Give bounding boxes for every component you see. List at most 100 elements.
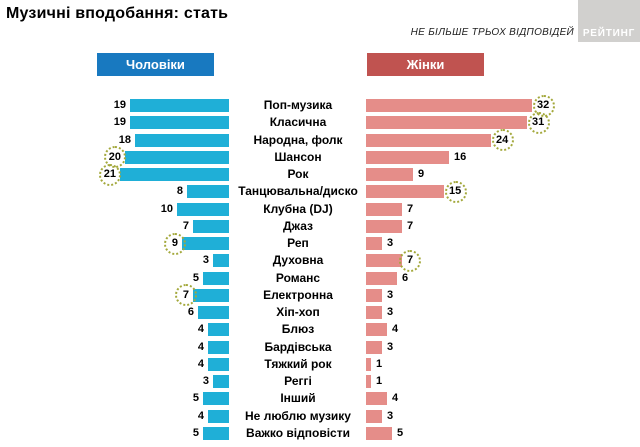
men-value-label: 3: [202, 375, 209, 387]
highlight-circle: [444, 180, 467, 203]
men-bar: [125, 150, 229, 164]
category-label: Реп: [287, 236, 309, 250]
category-label: Шансон: [274, 149, 322, 164]
women-value-label: 3: [387, 409, 394, 422]
women-bar: [366, 375, 371, 388]
category-label: Романс: [275, 270, 321, 285]
women-value-label: 16: [454, 150, 467, 163]
men-bar: [203, 392, 229, 406]
category-label: Класична: [269, 115, 327, 130]
category-label: Рок: [287, 167, 309, 181]
women-bar: [366, 237, 382, 250]
survey-note: НЕ БІЛЬШЕ ТРЬОХ ВІДПОВІДЕЙ: [410, 27, 574, 38]
men-value-label: 5: [192, 426, 199, 439]
women-bar: [366, 306, 382, 319]
women-bar: [366, 323, 387, 337]
category-label: Електронна: [263, 287, 333, 302]
category-label: Реггі: [284, 374, 312, 388]
women-bar: [366, 116, 527, 130]
women-column-header: Жінки: [367, 53, 484, 76]
men-bar: [120, 168, 229, 181]
women-bar: [366, 392, 387, 406]
women-bar: [366, 168, 413, 181]
men-value-label: 10: [160, 202, 173, 215]
men-value-label: 4: [197, 323, 204, 336]
category-label: Блюз: [281, 322, 315, 337]
men-bar: [203, 271, 229, 285]
women-bar: [366, 99, 532, 112]
category-label: Джаз: [283, 218, 313, 233]
men-value-label: 4: [197, 340, 204, 353]
men-bar: [208, 340, 229, 354]
category-label: Народна, фолк: [253, 132, 343, 147]
highlight-circle: [174, 284, 197, 307]
rating-logo-text: РЕЙТИНГ: [582, 28, 636, 39]
highlight-circle: [98, 163, 121, 186]
men-column-header-label: Чоловіки: [126, 57, 185, 72]
men-bar: [208, 323, 229, 337]
category-label: Бардівська: [264, 339, 332, 354]
women-bar: [366, 254, 402, 268]
men-value-label: 19: [113, 99, 126, 111]
women-value-label: 5: [397, 426, 404, 439]
women-value-label: 7: [407, 219, 414, 232]
category-label: Не люблю музику: [245, 408, 351, 423]
women-bar: [366, 340, 382, 354]
women-value-label: 3: [387, 288, 394, 301]
women-value-label: 4: [392, 392, 399, 405]
women-bar: [366, 202, 402, 216]
men-bar: [198, 306, 229, 319]
highlight-circle: [163, 232, 186, 255]
men-bar: [130, 99, 229, 112]
men-bar: [208, 409, 229, 423]
page-title: Музичні вподобання: стать: [6, 5, 229, 22]
men-value-label: 19: [113, 116, 126, 129]
men-bar: [187, 185, 229, 199]
women-value-label: 6: [402, 271, 409, 284]
category-label: Інший: [280, 391, 316, 406]
men-bar: [130, 116, 229, 130]
men-bar: [135, 133, 229, 147]
women-value-label: 9: [418, 168, 425, 180]
men-bar: [193, 219, 229, 233]
highlight-circle: [399, 249, 422, 272]
category-label: Тяжкий рок: [264, 356, 332, 371]
category-label: Клубна (DJ): [263, 201, 333, 216]
women-bar: [366, 185, 444, 199]
rating-logo: РЕЙТИНГ: [578, 0, 640, 42]
women-value-label: 3: [387, 237, 394, 249]
men-bar: [177, 202, 229, 216]
women-value-label: 4: [392, 323, 399, 336]
men-value-label: 7: [182, 219, 189, 232]
men-value-label: 8: [176, 185, 183, 198]
men-value-label: 3: [202, 254, 209, 267]
category-label: Танцювальна/диско: [238, 184, 358, 199]
men-value-label: 6: [187, 306, 194, 318]
women-bar: [366, 133, 491, 147]
women-bar: [366, 426, 392, 440]
men-value-label: 5: [192, 271, 199, 284]
highlight-circle: [527, 111, 550, 134]
women-value-label: 3: [387, 306, 394, 318]
men-bar: [208, 357, 229, 371]
men-value-label: 4: [197, 409, 204, 422]
men-value-label: 4: [197, 357, 204, 370]
women-bar: [366, 357, 371, 371]
women-bar: [366, 219, 402, 233]
women-bar: [366, 409, 382, 423]
women-bar: [366, 288, 382, 302]
women-value-label: 3: [387, 340, 394, 353]
men-bar: [213, 375, 229, 388]
women-bar: [366, 150, 449, 164]
women-value-label: 7: [407, 202, 414, 215]
women-column-header-label: Жінки: [406, 57, 445, 72]
category-label: Хіп-хоп: [276, 305, 320, 319]
men-column-header: Чоловіки: [97, 53, 214, 76]
men-bar: [203, 426, 229, 440]
women-value-label: 1: [376, 375, 383, 387]
men-bar: [193, 288, 229, 302]
women-bar: [366, 271, 397, 285]
category-label: Важко відповісти: [246, 425, 350, 440]
highlight-circle: [491, 129, 514, 151]
